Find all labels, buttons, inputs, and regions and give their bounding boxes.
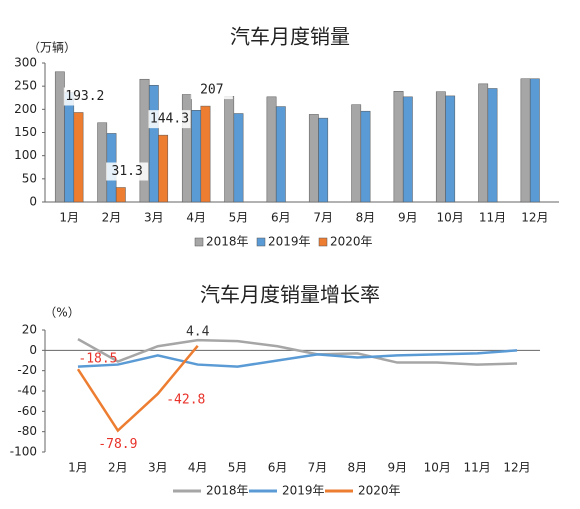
x-tick-label: 3月 [144,211,164,225]
legend-swatch [318,237,328,247]
data-label: -42.8 [166,392,205,407]
label-bg [148,110,191,129]
bar [445,95,456,203]
bar [191,110,202,203]
legend-label: 2018年 [206,484,249,498]
bar [233,113,244,203]
x-tick-label: 3月 [148,461,168,475]
x-tick-label: 4月 [188,461,208,475]
x-tick-label: 10月 [424,461,451,475]
bar [360,110,371,203]
legend-label: 2019年 [282,484,325,498]
y-tick-label: -80 [17,424,37,438]
label-bg [190,81,233,100]
chart-title: 汽车月度销量 [230,25,350,49]
y-tick-label: 50 [22,171,37,185]
data-label: 31.3 [112,164,143,179]
bar [266,96,277,203]
x-tick-label: 12月 [503,461,530,475]
line [76,345,199,433]
bar [478,83,489,203]
x-tick-label: 9月 [387,461,407,475]
bar [318,117,329,203]
x-tick-label: 4月 [186,211,206,225]
data-label: -78.9 [98,437,137,452]
x-tick-label: 2月 [102,211,122,225]
y-tick-label: -60 [17,404,37,418]
bar [529,78,540,203]
data-label: 4.4 [186,324,210,339]
y-axis-label: （%） [44,306,79,320]
x-tick-label: 5月 [228,461,248,475]
line [77,338,518,366]
bar [64,91,75,203]
bar [97,122,108,203]
legend-swatch [256,237,266,247]
bar [402,96,413,203]
legend-label: 2020年 [330,235,373,249]
x-tick-label: 8月 [348,461,368,475]
legend-swatch [194,237,204,247]
bar [158,134,169,203]
x-tick-label: 1月 [68,461,88,475]
bar [275,106,286,203]
y-tick-label: 0 [29,195,37,209]
y-tick-label: -20 [17,363,37,377]
x-tick-label: 1月 [59,211,79,225]
bar [54,71,65,203]
x-tick-label: 11月 [479,211,506,225]
bar [73,112,84,203]
y-tick-label: 300 [14,56,37,70]
data-label: 144.3 [150,112,189,127]
bar [487,88,498,203]
bar [115,187,126,203]
y-tick-label: 0 [29,343,37,357]
legend-label: 2018年 [206,235,249,249]
x-tick-label: 8月 [356,211,376,225]
chart-title: 汽车月度销量增长率 [200,283,380,307]
data-label: 193.2 [65,89,104,104]
y-axis-label: （万辆） [28,41,76,55]
bar [351,104,362,203]
legend-label: 2020年 [358,484,401,498]
bar [393,91,404,203]
y-tick-label: -40 [17,384,37,398]
x-tick-label: 12月 [521,211,548,225]
bar [148,84,159,203]
y-tick-label: 20 [22,323,37,337]
x-tick-label: 5月 [229,211,249,225]
data-label: 207 [200,83,223,98]
y-tick-label: 100 [14,148,37,162]
bar [520,78,531,203]
x-tick-label: 11月 [463,461,490,475]
bar [200,105,211,203]
label-bg [106,162,149,181]
x-tick-label: 6月 [271,211,291,225]
y-tick-label: 250 [14,79,37,93]
x-tick-label: 9月 [398,211,418,225]
x-tick-label: 6月 [268,461,288,475]
label-bg [63,87,106,106]
x-tick-label: 7月 [313,211,333,225]
x-tick-label: 2月 [108,461,128,475]
bar [308,114,319,203]
x-tick-label: 7月 [308,461,328,475]
bar [139,78,150,203]
bar [435,91,446,203]
y-tick-label: -100 [10,445,37,459]
y-tick-label: 200 [14,102,37,116]
line [77,349,518,368]
bar [224,96,235,203]
x-tick-label: 10月 [437,211,464,225]
data-label: -18.5 [78,352,117,367]
y-tick-label: 150 [14,125,37,139]
legend-label: 2019年 [268,235,311,249]
